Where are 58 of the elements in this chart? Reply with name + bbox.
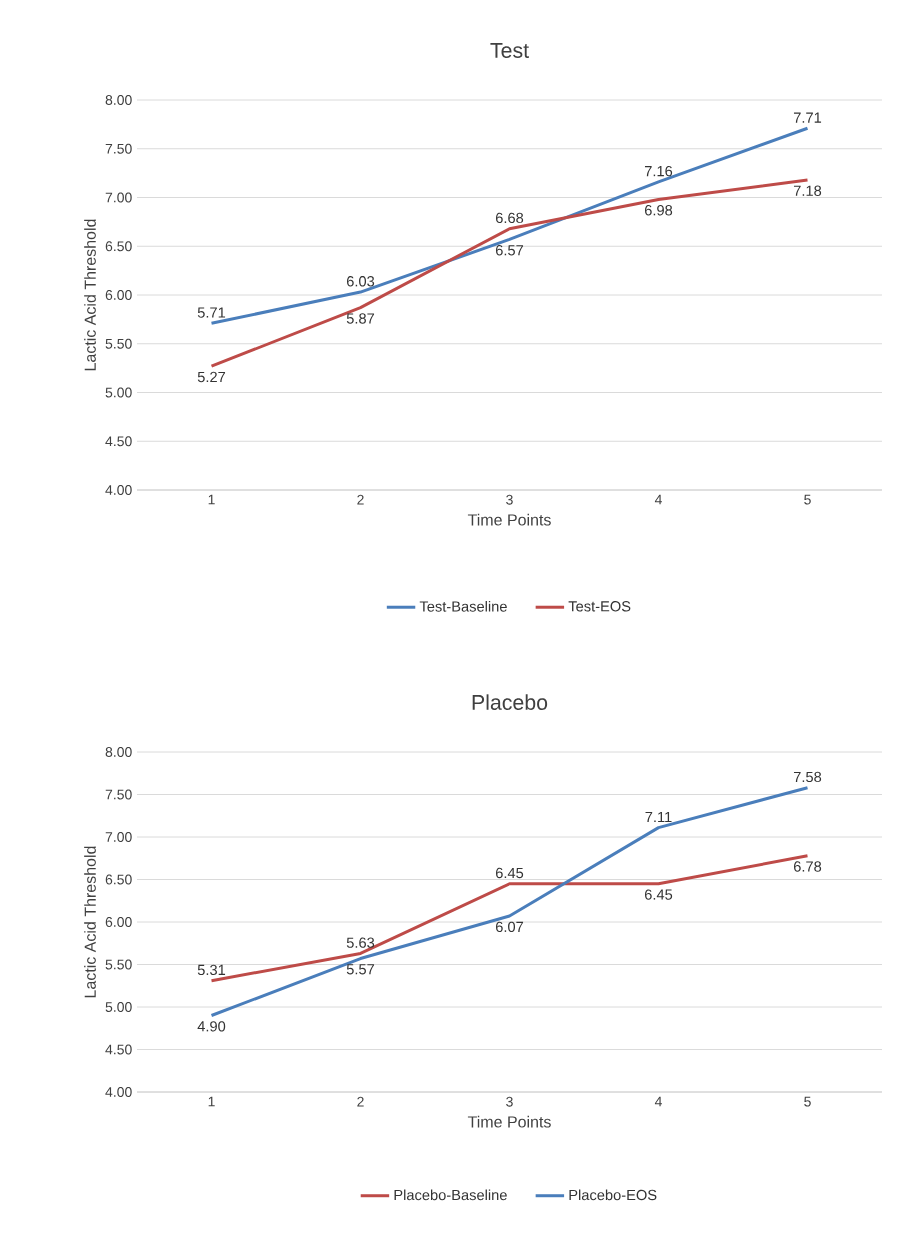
y-tick-label: 7.50 bbox=[105, 143, 132, 154]
x-tick-label: 5 bbox=[804, 494, 811, 505]
y-tick-label: 5.50 bbox=[105, 338, 132, 349]
legend-label: Test-Baseline bbox=[419, 600, 507, 612]
x-tick-label: 2 bbox=[357, 494, 364, 505]
y-tick-label: 7.50 bbox=[105, 789, 132, 800]
data-label: 6.98 bbox=[644, 205, 673, 216]
data-label: 6.78 bbox=[793, 861, 822, 872]
y-tick-label: 6.00 bbox=[105, 917, 132, 927]
legend-label: Placebo-EOS bbox=[569, 1189, 657, 1201]
data-label: 5.31 bbox=[197, 964, 226, 976]
data-label: 5.71 bbox=[197, 307, 226, 318]
y-tick-label: 7.00 bbox=[105, 192, 132, 203]
x-tick-label: 3 bbox=[506, 1096, 513, 1107]
x-tick-label: 1 bbox=[208, 1096, 215, 1107]
x-tick-label: 4 bbox=[654, 494, 662, 505]
data-label: 7.11 bbox=[645, 811, 672, 823]
data-label: 5.57 bbox=[346, 964, 375, 975]
data-label: 6.03 bbox=[346, 276, 375, 287]
legend-label: Test-EOS bbox=[568, 601, 631, 612]
y-axis-title: Lactic Acid Threshold bbox=[84, 219, 96, 371]
data-label: 6.45 bbox=[495, 867, 524, 879]
data-label: 7.16 bbox=[644, 165, 673, 177]
y-tick-label: 4.50 bbox=[105, 1044, 132, 1055]
data-label: 7.58 bbox=[793, 771, 822, 783]
data-label: 6.07 bbox=[495, 921, 524, 933]
legend-label: Placebo-Baseline bbox=[394, 1189, 507, 1201]
chart-title: Test bbox=[490, 43, 529, 58]
y-tick-label: 6.50 bbox=[105, 241, 132, 252]
y-tick-label: 4.00 bbox=[105, 485, 132, 495]
x-axis-title: Time Points bbox=[467, 513, 551, 526]
data-label: 6.57 bbox=[495, 245, 524, 256]
data-label: 6.45 bbox=[644, 889, 673, 900]
data-label: 5.27 bbox=[197, 371, 226, 383]
x-tick-label: 2 bbox=[357, 1096, 364, 1107]
data-label: 7.71 bbox=[793, 112, 822, 123]
y-tick-label: 7.00 bbox=[105, 832, 132, 842]
data-label: 4.90 bbox=[197, 1021, 226, 1032]
y-tick-label: 8.00 bbox=[105, 95, 132, 105]
x-tick-label: 1 bbox=[208, 494, 215, 505]
y-tick-label: 5.00 bbox=[105, 387, 132, 398]
y-tick-label: 8.00 bbox=[105, 747, 132, 757]
x-tick-label: 5 bbox=[804, 1096, 811, 1107]
x-tick-label: 3 bbox=[506, 494, 513, 505]
y-tick-label: 6.50 bbox=[105, 874, 132, 885]
y-tick-label: 4.00 bbox=[105, 1087, 132, 1097]
data-label: 5.63 bbox=[346, 937, 375, 948]
data-label: 6.68 bbox=[495, 212, 524, 224]
y-tick-label: 5.00 bbox=[105, 1002, 132, 1012]
y-tick-label: 4.50 bbox=[105, 436, 132, 447]
y-tick-label: 5.50 bbox=[105, 959, 132, 970]
y-axis-title: Lactic Acid Threshold bbox=[84, 846, 96, 998]
x-tick-label: 4 bbox=[654, 1096, 662, 1107]
y-tick-label: 6.00 bbox=[105, 290, 132, 300]
data-label: 5.87 bbox=[346, 313, 375, 324]
x-axis-title: Time Points bbox=[467, 1115, 551, 1128]
chart-title: Placebo bbox=[472, 694, 548, 710]
data-label: 7.18 bbox=[793, 185, 822, 196]
